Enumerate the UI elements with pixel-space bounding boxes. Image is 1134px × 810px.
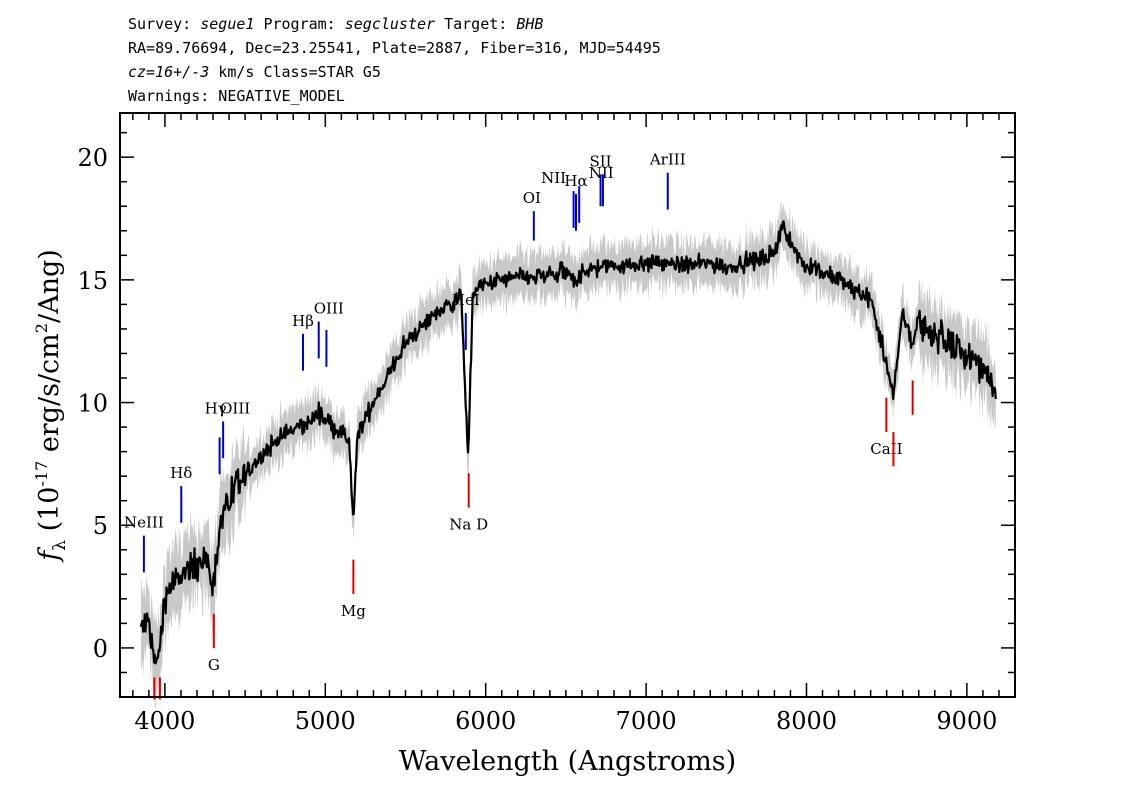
y-tick-label: 10	[77, 390, 108, 418]
x-tick-label: 7000	[616, 707, 677, 735]
line-label: Na D	[449, 516, 488, 534]
y-tick-label: 20	[77, 144, 108, 172]
y-axis-label: fλ (10-17 erg/s/cm2/Ang)	[32, 249, 70, 563]
program-label: Program:	[254, 15, 345, 33]
x-tick-label: 8000	[776, 707, 837, 735]
program-value: segcluster	[344, 15, 436, 33]
line-label: NII	[589, 164, 614, 182]
y-tick-label: 15	[77, 267, 108, 295]
line-label: Mg	[341, 602, 366, 620]
header-line-warnings: Warnings: NEGATIVE_MODEL	[128, 87, 345, 105]
line-label: Hβ	[292, 312, 314, 330]
x-axis-label: Wavelength (Angstroms)	[399, 746, 736, 777]
spectrum-line	[139, 220, 997, 665]
line-label: NII	[541, 169, 566, 187]
survey-value: segue1	[200, 15, 255, 33]
line-label: Hα	[564, 172, 587, 190]
header-line-survey: Survey: segue1 Program: segcluster Targe…	[128, 12, 661, 36]
x-tick-label: 4000	[134, 707, 195, 735]
cz-value: cz=16+/-3	[128, 63, 210, 81]
line-label: OI	[523, 189, 541, 207]
y-tick-label: 5	[93, 512, 108, 540]
spectrum-header: Survey: segue1 Program: segcluster Targe…	[128, 12, 661, 108]
line-label: Hδ	[170, 464, 192, 482]
line-label: ArIII	[649, 151, 686, 169]
target-value: BHB	[516, 15, 544, 33]
line-label: NeIII	[124, 514, 164, 532]
plot-frame	[119, 112, 1016, 698]
line-label: HeI	[452, 291, 480, 309]
error-band-layer	[140, 200, 996, 710]
line-label: OIII	[220, 399, 250, 417]
line-label: SII	[589, 152, 611, 170]
x-tick-label: 6000	[455, 707, 516, 735]
line-label: CaII	[870, 440, 902, 458]
spectrum-layer	[139, 220, 997, 665]
header-line-redshift: cz=16+/-3 km/s Class=STAR G5	[128, 60, 661, 84]
x-tick-label: 5000	[295, 707, 356, 735]
tick-layer: 4000 5000 6000 7000 8000 9000 0 5 10 15 20	[77, 113, 1016, 735]
line-label: Hγ	[205, 399, 227, 417]
class-value: km/s Class=STAR G5	[209, 63, 381, 81]
error-band	[140, 200, 996, 710]
header-line-coordinates: RA=89.76694, Dec=23.25541, Plate=2887, F…	[128, 39, 661, 57]
line-label: G	[208, 656, 220, 674]
line-label: OIII	[314, 300, 344, 318]
y-tick-label: 0	[93, 635, 108, 663]
target-label: Target:	[435, 15, 517, 33]
x-tick-label: 9000	[936, 707, 997, 735]
survey-label: Survey:	[128, 15, 201, 33]
